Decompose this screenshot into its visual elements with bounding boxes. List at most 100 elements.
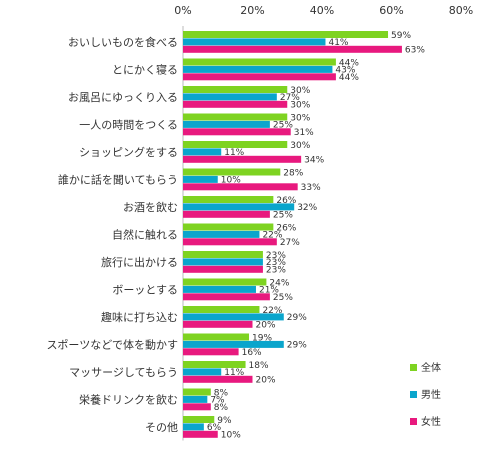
bar (183, 285, 256, 293)
data-label: 21% (259, 286, 279, 296)
category-label: スポーツなどで体を動かす (46, 338, 178, 352)
bar (183, 230, 260, 238)
category-label: マッサージしてもらう (69, 366, 178, 379)
category-label: とにかく寝る (112, 63, 178, 77)
data-label: 23% (266, 266, 286, 276)
category-label: その他 (145, 421, 178, 434)
data-label: 44% (339, 73, 359, 83)
data-label: 44% (339, 58, 359, 68)
data-label: 8% (214, 403, 229, 413)
data-label: 20% (256, 321, 276, 331)
bar (183, 86, 288, 93)
category-label: ボーッとする (112, 284, 178, 297)
bar (183, 38, 326, 46)
bar (183, 306, 260, 313)
bar (183, 313, 284, 321)
data-label: 29% (287, 341, 307, 351)
legend-swatch (410, 418, 417, 425)
x-tick-label: 0% (174, 4, 191, 17)
data-label: 18% (249, 361, 269, 371)
bar (183, 333, 250, 341)
category-label: 自然に触れる (112, 228, 178, 242)
bar (183, 395, 208, 403)
data-label: 30% (290, 101, 310, 111)
category-label: 栄養ドリンクを飲む (79, 393, 178, 407)
x-axis-ticks: 0% 20% 40% 60% 80% (174, 4, 473, 17)
data-label: 59% (391, 31, 411, 41)
data-label: 22% (262, 231, 282, 241)
x-tick-label: 40% (310, 4, 334, 17)
data-label: 32% (297, 203, 317, 213)
data-label: 10% (221, 431, 241, 441)
bar (183, 93, 277, 101)
data-label: 6% (207, 423, 222, 433)
bar (183, 183, 298, 191)
data-label: 11% (224, 148, 244, 158)
bar (183, 210, 270, 218)
category-label: 一人の時間をつくる (79, 119, 178, 132)
data-label: 25% (273, 211, 293, 221)
legend-label: 男性 (421, 388, 441, 401)
data-label: 30% (290, 113, 310, 123)
data-label: 8% (214, 388, 229, 398)
bar (183, 251, 263, 258)
bar (183, 238, 277, 246)
category-label: お酒を飲む (123, 200, 178, 214)
bar (183, 340, 284, 348)
category-label: おいしいものを食べる (68, 35, 178, 49)
data-label: 30% (290, 141, 310, 151)
data-label: 33% (301, 183, 321, 193)
bar (183, 423, 204, 431)
data-label: 22% (262, 306, 282, 316)
x-tick-label: 60% (379, 4, 403, 17)
bar (183, 31, 389, 38)
bar (183, 65, 333, 73)
bar (183, 113, 288, 121)
data-label: 29% (287, 313, 307, 323)
category-label: 誰かに話を聞いてもらう (58, 173, 178, 187)
data-label: 26% (276, 223, 296, 233)
legend-label: 女性 (421, 415, 441, 428)
data-label: 25% (273, 293, 293, 303)
bar (183, 278, 267, 286)
bar (183, 361, 246, 368)
data-label: 26% (276, 196, 296, 206)
bar (183, 168, 281, 176)
data-label: 23% (266, 258, 286, 268)
data-label: 10% (221, 176, 241, 186)
category-label: 趣味に打ち込む (101, 310, 178, 324)
bar (183, 348, 239, 356)
bar (183, 175, 218, 183)
category-label: 旅行に出かける (101, 255, 178, 269)
data-label: 27% (280, 238, 300, 248)
data-label: 7% (210, 396, 225, 406)
x-tick-label: 20% (240, 4, 264, 17)
bar (183, 73, 336, 81)
bar (183, 120, 270, 128)
data-label: 16% (242, 348, 262, 358)
data-label: 27% (280, 93, 300, 103)
data-label: 41% (328, 38, 348, 48)
legend-swatch (410, 391, 417, 398)
data-label: 34% (304, 156, 324, 166)
bar (183, 58, 336, 66)
data-label: 43% (335, 66, 355, 76)
category-label: ショッピングをする (79, 145, 178, 159)
data-label: 9% (217, 416, 232, 426)
bar (183, 155, 302, 163)
bar (183, 388, 211, 396)
bars (183, 31, 402, 438)
bar (183, 430, 218, 438)
legend-swatch (410, 364, 417, 371)
x-tick-label: 80% (449, 4, 473, 17)
data-label: 30% (290, 86, 310, 96)
data-label: 23% (266, 251, 286, 261)
bar (183, 45, 402, 53)
bar (183, 203, 295, 211)
data-label: 24% (269, 278, 289, 288)
legend-label: 全体 (421, 361, 441, 374)
bar (183, 128, 291, 136)
data-label: 31% (294, 128, 314, 138)
